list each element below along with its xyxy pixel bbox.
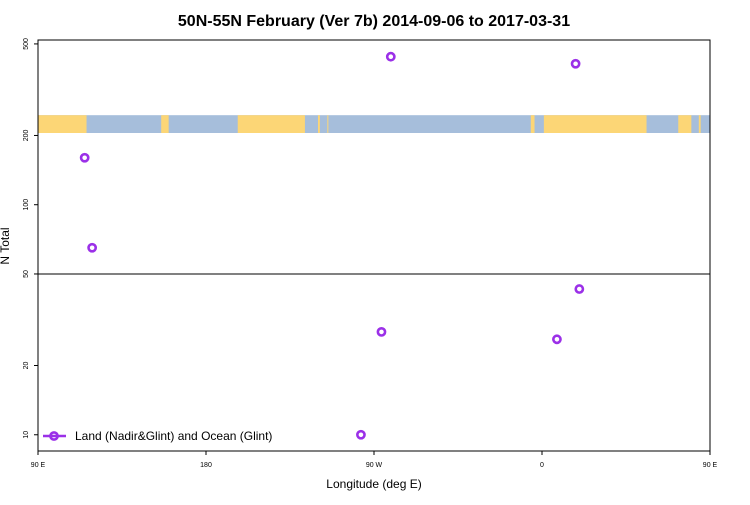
land-segment [38, 115, 87, 133]
chart-title: 50N-55N February (Ver 7b) 2014-09-06 to … [178, 13, 570, 30]
land-segment [318, 115, 320, 133]
land-segment [237, 115, 305, 133]
x-tick-label: 180 [200, 462, 212, 469]
legend-marker-icon [49, 431, 59, 441]
x-tick-label: 0 [540, 462, 544, 469]
y-tick-label: 500 [23, 38, 30, 50]
data-point [385, 51, 396, 62]
data-point [570, 58, 581, 69]
land-segment [530, 115, 535, 133]
y-tick-label: 10 [23, 431, 30, 439]
x-tick-label: 90 W [366, 462, 383, 469]
legend-label: Land (Nadir&Glint) and Ocean (Glint) [75, 429, 272, 443]
land-segment [678, 115, 692, 133]
y-tick-label: 50 [23, 270, 30, 278]
data-points [79, 51, 585, 440]
land-segment [698, 115, 701, 133]
plot-frame [37, 39, 711, 452]
data-point [574, 284, 585, 294]
x-axis-label: Longitude (deg E) [326, 477, 421, 491]
y-tick-label: 20 [23, 362, 30, 370]
legend: Land (Nadir&Glint) and Ocean (Glint) [43, 429, 272, 443]
x-tick-label: 90 E [703, 462, 718, 469]
y-axis: 10 20 50 100 200 500 [23, 38, 38, 439]
ocean-band [38, 115, 710, 133]
data-point [376, 326, 387, 337]
y-tick-label: 100 [23, 199, 30, 211]
data-point [356, 429, 366, 440]
x-axis: 90 E 180 90 W 0 90 E [31, 451, 718, 469]
y-axis-label: N Total [0, 227, 12, 264]
data-point [79, 152, 90, 163]
y-tick-label: 200 [23, 130, 30, 142]
x-tick-label: 90 E [31, 462, 46, 469]
land-segment [161, 115, 169, 133]
land-ocean-band [38, 115, 710, 133]
land-segment [543, 115, 647, 133]
land-segment [327, 115, 329, 133]
data-point [552, 334, 562, 345]
data-point [87, 242, 98, 253]
